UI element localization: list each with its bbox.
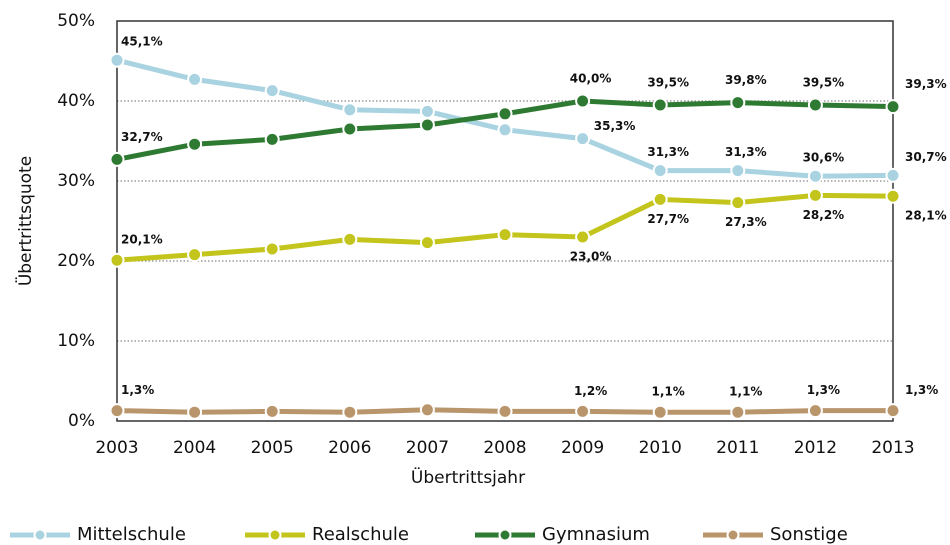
- value-label: 39,5%: [803, 76, 845, 90]
- value-label: 35,3%: [594, 119, 636, 133]
- legend-label: Sonstige: [770, 524, 848, 545]
- data-point: [575, 131, 591, 147]
- data-point: [652, 97, 668, 113]
- value-label: 1,1%: [729, 385, 762, 399]
- value-label: 31,3%: [647, 145, 689, 159]
- data-point: [342, 102, 358, 118]
- y-axis-label: Übertrittsquote: [14, 156, 36, 286]
- value-label: 30,6%: [803, 151, 845, 165]
- data-point: [652, 191, 668, 207]
- y-tick-label: 30%: [57, 171, 95, 191]
- data-point: [109, 151, 125, 167]
- x-tick-label: 2004: [173, 438, 216, 458]
- legend-dot: [268, 528, 282, 542]
- x-tick-label: 2005: [251, 438, 294, 458]
- y-tick-label: 20%: [57, 251, 95, 271]
- data-point: [575, 93, 591, 109]
- legend-dot: [33, 528, 47, 542]
- data-point: [497, 227, 513, 243]
- data-point: [419, 117, 435, 133]
- x-tick-label: 2011: [716, 438, 759, 458]
- data-point: [187, 404, 203, 420]
- x-tick-label: 2007: [406, 438, 449, 458]
- y-tick-label: 10%: [57, 331, 95, 351]
- value-label: 40,0%: [570, 72, 612, 86]
- data-point: [885, 188, 901, 204]
- data-point: [187, 247, 203, 263]
- value-label: 23,0%: [570, 250, 612, 264]
- legend-label: Mittelschule: [77, 524, 186, 545]
- value-label: 32,7%: [121, 130, 163, 144]
- data-point: [807, 403, 823, 419]
- value-label: 30,7%: [905, 150, 947, 164]
- value-label: 1,3%: [121, 383, 154, 397]
- y-tick-label: 0%: [68, 411, 95, 431]
- data-point: [497, 403, 513, 419]
- x-tick-label: 2009: [561, 438, 604, 458]
- data-point: [342, 121, 358, 137]
- data-point: [652, 163, 668, 179]
- value-label: 39,3%: [905, 77, 947, 91]
- data-point: [264, 403, 280, 419]
- data-point: [187, 71, 203, 87]
- data-point: [419, 402, 435, 418]
- value-label: 45,1%: [121, 35, 163, 49]
- y-tick-label: 40%: [57, 91, 95, 111]
- data-point: [497, 106, 513, 122]
- value-label: 1,1%: [652, 385, 685, 399]
- data-point: [187, 136, 203, 152]
- value-label: 28,1%: [905, 209, 947, 223]
- x-tick-label: 2012: [794, 438, 837, 458]
- data-point: [264, 131, 280, 147]
- value-label: 1,3%: [807, 383, 840, 397]
- data-point: [109, 52, 125, 68]
- x-tick-label: 2008: [483, 438, 526, 458]
- data-point: [264, 241, 280, 257]
- x-tick-label: 2010: [639, 438, 682, 458]
- data-point: [264, 83, 280, 99]
- x-tick-label: 2013: [871, 438, 914, 458]
- x-tick-label: 2003: [95, 438, 138, 458]
- data-point: [342, 231, 358, 247]
- value-label: 27,3%: [725, 215, 767, 229]
- data-point: [575, 403, 591, 419]
- plot-frame: [116, 20, 894, 422]
- value-label: 27,7%: [647, 212, 689, 226]
- data-point: [730, 404, 746, 420]
- data-point: [652, 404, 668, 420]
- value-label: 1,2%: [574, 384, 607, 398]
- data-point: [109, 403, 125, 419]
- value-label: 39,5%: [647, 76, 689, 90]
- data-point: [885, 99, 901, 115]
- value-label: 1,3%: [905, 383, 938, 397]
- x-tick-label: 2006: [328, 438, 371, 458]
- data-point: [497, 122, 513, 138]
- data-point: [885, 403, 901, 419]
- legend-dot: [726, 528, 740, 542]
- y-tick-label: 50%: [57, 11, 95, 31]
- data-point: [730, 95, 746, 111]
- data-point: [575, 229, 591, 245]
- data-point: [342, 404, 358, 420]
- legend-dot: [498, 528, 512, 542]
- data-point: [419, 235, 435, 251]
- data-point: [807, 187, 823, 203]
- x-axis-label: Übertrittsjahr: [411, 466, 525, 488]
- value-label: 28,2%: [803, 208, 845, 222]
- data-point: [109, 252, 125, 268]
- value-label: 39,8%: [725, 73, 767, 87]
- data-point: [730, 195, 746, 211]
- legend-label: Realschule: [312, 524, 409, 545]
- legend-label: Gymnasium: [542, 524, 650, 545]
- data-point: [419, 103, 435, 119]
- value-label: 31,3%: [725, 145, 767, 159]
- value-label: 20,1%: [121, 233, 163, 247]
- data-point: [807, 97, 823, 113]
- data-point: [885, 167, 901, 183]
- data-point: [807, 168, 823, 184]
- data-point: [730, 163, 746, 179]
